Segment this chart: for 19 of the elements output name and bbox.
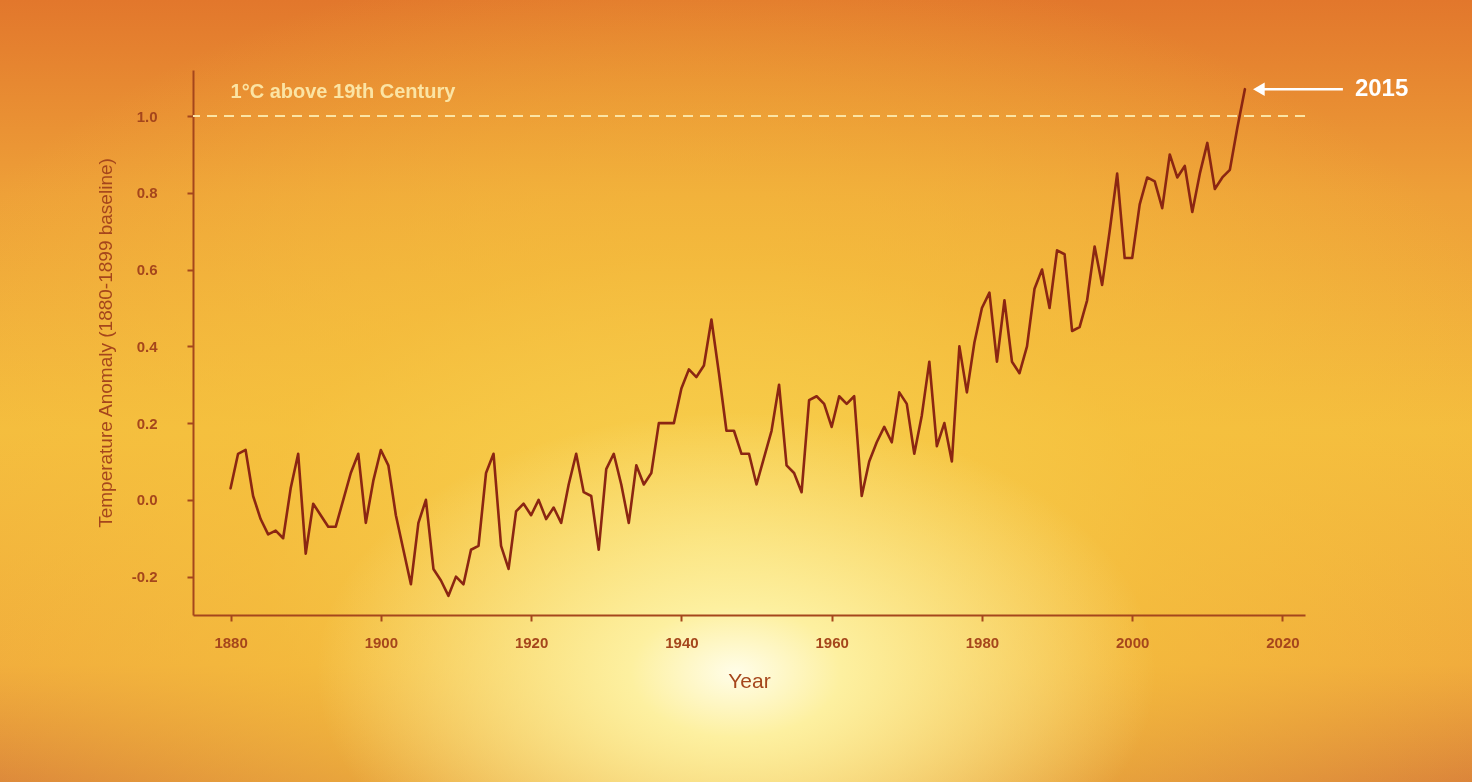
- y-axis-title: Temperature Anomaly (1880-1899 baseline): [94, 158, 116, 528]
- x-axis-title: Year: [728, 668, 771, 692]
- x-tick-label: 2000: [1116, 633, 1150, 651]
- x-tick-label: 1940: [665, 633, 699, 651]
- x-tick-label: 1900: [364, 633, 399, 651]
- x-tick-label: 1920: [514, 633, 549, 651]
- x-tick-label: 1980: [965, 633, 1000, 651]
- text: 2015: [1354, 74, 1409, 102]
- y-tick-label: 0.6: [136, 261, 158, 279]
- x-tick-label: 1880: [214, 633, 248, 651]
- x-tick-label: 1960: [815, 633, 849, 651]
- y-tick-label: 1.0: [136, 107, 158, 125]
- y-tick-label: 0.2: [136, 414, 158, 432]
- ref-line-label: 1°C above 19th Century: [230, 80, 457, 103]
- y-tick-label: 0.8: [136, 184, 158, 202]
- x-tick-label: 2020: [1266, 633, 1300, 651]
- y-tick-label: -0.2: [131, 568, 158, 586]
- y-tick-label: 0.4: [136, 337, 159, 355]
- y-tick-label: 0.0: [136, 491, 158, 509]
